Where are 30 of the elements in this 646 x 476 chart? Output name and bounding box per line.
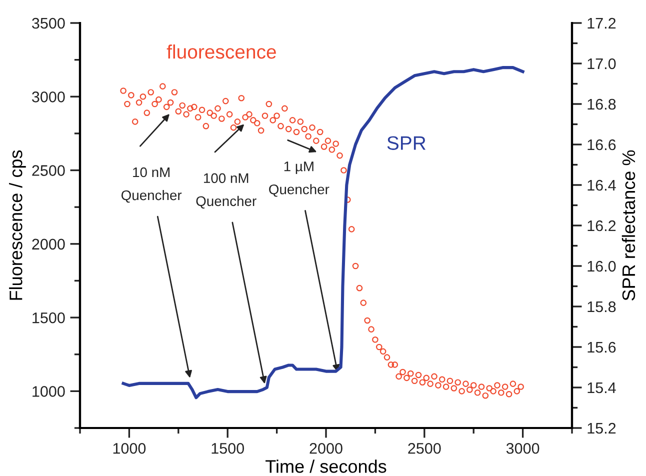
- y-tick-label: 2000: [32, 238, 65, 250]
- y-tick-label: 2500: [32, 165, 65, 176]
- x-tick-label: 3000: [506, 442, 540, 454]
- y2-tick-label: 16.0: [588, 260, 616, 272]
- x-tick-label: 2000: [310, 442, 342, 454]
- y2-axis-title: SPR reflectance %: [622, 150, 636, 300]
- y2-tick-label: 15.4: [588, 382, 616, 394]
- y2-tick-label: 16.6: [588, 139, 616, 150]
- y-tick-label: 1000: [32, 386, 65, 397]
- y2-tick-label: 15.2: [588, 422, 616, 434]
- x-tick-label: 1000: [113, 442, 146, 454]
- x-tick-label: 2500: [408, 442, 441, 454]
- y2-tick-label: 17.0: [588, 58, 616, 70]
- annotation: 1 µM Quencher: [269, 162, 330, 197]
- y2-tick-label: 15.8: [588, 301, 616, 312]
- y-tick-label: 3000: [32, 92, 65, 102]
- y2-tick-label: 16.4: [588, 180, 616, 191]
- annotation: 10 nM Quencher: [121, 167, 182, 203]
- x-axis-title: Time / seconds: [266, 460, 386, 473]
- y2-tick-label: 17.2: [588, 18, 616, 29]
- y-tick-label: 1500: [32, 312, 65, 324]
- x-tick-label: 1500: [212, 442, 244, 454]
- y2-tick-label: 15.6: [588, 342, 616, 353]
- annotation: 100 nM Quencher: [196, 173, 256, 209]
- series-label: SPR: [387, 136, 426, 150]
- series-label: fluorescence: [166, 44, 276, 59]
- y2-tick-label: 16.8: [588, 98, 616, 110]
- y2-tick-label: 16.2: [588, 220, 616, 232]
- y-axis-title: Fluorescence / cps: [9, 150, 26, 300]
- y-tick-label: 3500: [32, 18, 65, 29]
